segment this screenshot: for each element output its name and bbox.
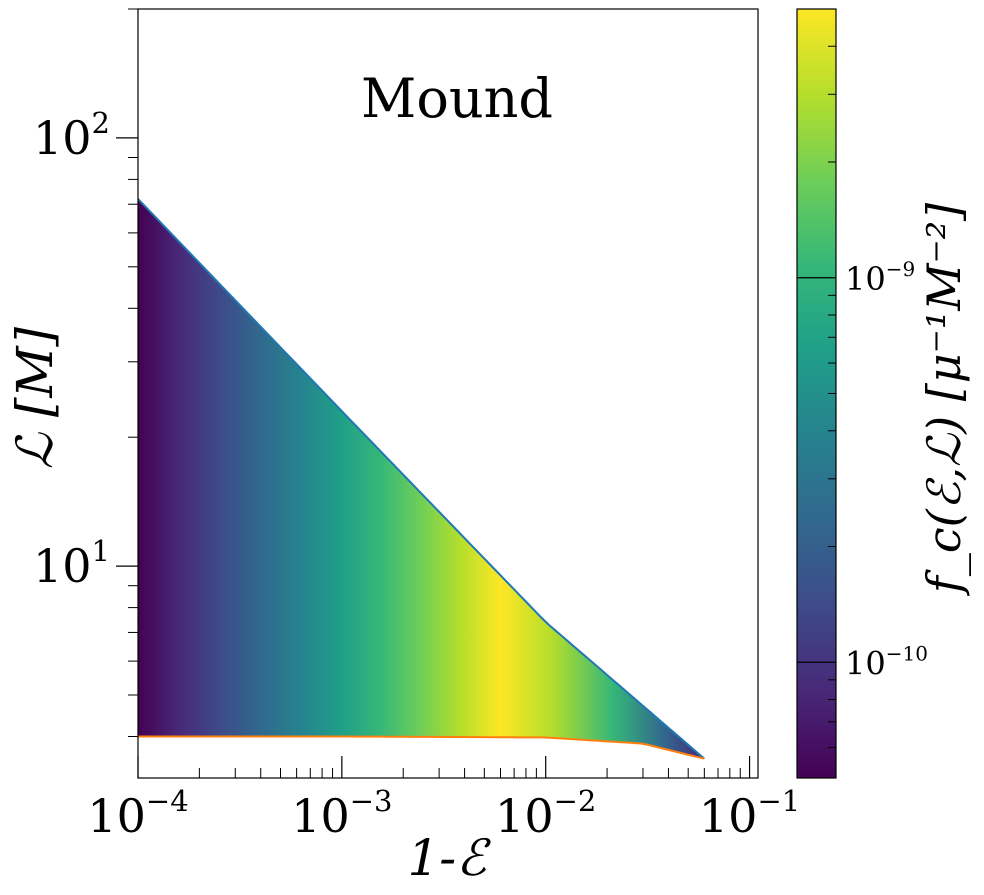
y-axis-title: ℒ [M] xyxy=(6,326,64,469)
x-axis-title: 1-ℰ xyxy=(408,829,492,887)
x-tick-label: 10−3 xyxy=(291,784,392,843)
colorbar-title: f_c(ℰ,ℒ) [μ⁻¹M⁻²] xyxy=(917,203,971,596)
x-axis-ticks: 10−4 10−3 10−2 10−1 xyxy=(87,756,800,843)
heatmap-region xyxy=(138,198,705,759)
x-tick-label: 10−4 xyxy=(87,784,188,843)
upper-boundary-line xyxy=(137,198,705,760)
y-axis-ticks: 101 102 xyxy=(33,8,138,738)
x-tick-label: 10−2 xyxy=(495,784,596,843)
x-tick-label: 10−1 xyxy=(699,784,800,843)
annotation-mound: Mound xyxy=(361,67,553,130)
y-tick-label: 102 xyxy=(33,106,110,165)
y-tick-label: 101 xyxy=(33,534,110,593)
colorbar: 10−10 10−9 xyxy=(796,8,928,779)
plot-frame xyxy=(137,8,759,779)
colorbar-tick-label: 10−10 xyxy=(845,641,928,682)
colorbar-ticks: 10−10 10−9 xyxy=(797,8,928,749)
colorbar-tick-label: 10−9 xyxy=(845,257,915,298)
lower-boundary-line xyxy=(138,735,705,760)
plot-area: 10−4 10−3 10−2 10−1 101 102 xyxy=(33,8,800,843)
